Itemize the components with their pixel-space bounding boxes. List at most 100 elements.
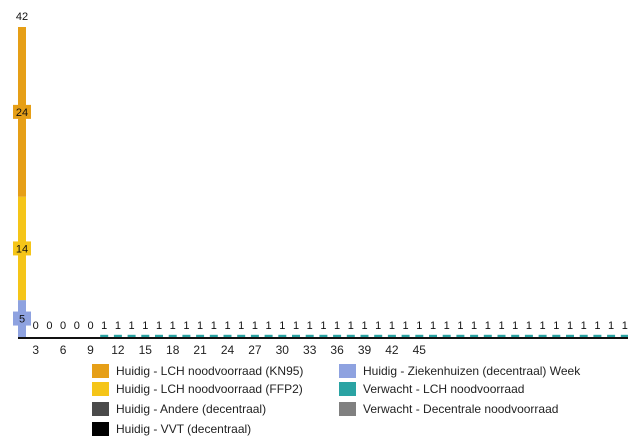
bar-segment [607,334,616,337]
bar-segment [333,334,342,337]
bar-segment [415,334,424,337]
total-label: 1 [540,320,546,332]
total-label: 1 [403,320,409,332]
total-label: 1 [471,320,477,332]
x-tick-label: 42 [385,343,399,357]
bar-segment [456,334,465,337]
bar-segment [168,334,177,337]
x-tick-label: 3 [32,343,39,357]
bar-segment [593,334,602,337]
total-label: 1 [279,320,285,332]
total-label: 1 [293,320,299,332]
x-tick-label: 24 [221,343,235,357]
segment-label: 14 [16,243,28,255]
x-tick-label: 36 [330,343,344,357]
segment-label-bg [13,104,31,119]
bar-segment [538,334,547,337]
bar-segment [579,334,588,337]
total-label: 1 [170,320,176,332]
total-label: 1 [594,320,600,332]
x-tick-label: 12 [111,343,125,357]
total-label: 1 [389,320,395,332]
x-tick-label: 15 [139,343,153,357]
bar-segment [264,334,273,337]
bar-segment [237,334,246,337]
total-label: 1 [115,320,121,332]
total-label: 1 [430,320,436,332]
total-label: 1 [416,320,422,332]
total-label: 1 [183,320,189,332]
x-tick-label: 18 [166,343,180,357]
total-label: 1 [512,320,518,332]
total-label: 1 [307,320,313,332]
total-label: 1 [567,320,573,332]
bar-segment [196,334,205,337]
segment-label-bg [13,241,31,256]
bar-segment [442,334,451,337]
bar-segment [141,334,150,337]
bar-segment [566,334,574,337]
total-label: 1 [197,320,203,332]
bar-segment [278,334,287,337]
total-label: 1 [211,320,217,332]
total-label: 1 [375,320,381,332]
bar-segment [360,334,369,337]
total-label: 0 [33,320,39,332]
total-label: 0 [60,320,66,332]
bar-segment [483,334,492,337]
total-label: 1 [334,320,340,332]
total-label: 1 [608,320,614,332]
bar-segment [552,334,561,337]
total-label: 1 [581,320,587,332]
x-tick-label: 30 [276,343,290,357]
total-label: 1 [526,320,532,332]
x-tick-label: 6 [60,343,67,357]
bar-segment [292,334,300,337]
total-label: 1 [361,320,367,332]
bar-segment [305,334,314,337]
total-label: 1 [266,320,272,332]
total-label: 1 [622,320,628,332]
segment-label: 5 [19,314,25,326]
total-label: 0 [87,320,93,332]
segment-label-bg [13,311,31,326]
total-label: 0 [74,320,80,332]
bar-segment [319,334,328,337]
bar-segment [387,334,396,337]
bar-segment [620,334,628,337]
x-tick-label: 33 [303,343,317,357]
bar-segment [429,334,437,337]
total-label: 1 [485,320,491,332]
total-label: 1 [498,320,504,332]
x-tick-label: 39 [358,343,372,357]
x-tick-label: 21 [193,343,207,357]
total-label: 0 [46,320,52,332]
bar-segment [250,334,259,337]
bar-segment [374,334,383,337]
bar-segment [223,334,232,337]
total-label: 1 [553,320,559,332]
bar-segment [524,334,533,337]
total-label: 1 [444,320,450,332]
total-label: 1 [457,320,463,332]
total-label: 1 [238,320,244,332]
segment-label: 24 [16,107,28,119]
bar-segment [182,334,191,337]
bar-segment [100,334,109,337]
x-tick-label: 9 [87,343,94,357]
total-label: 1 [156,320,162,332]
total-label: 1 [320,320,326,332]
total-label: 1 [348,320,354,332]
bar-segment [401,334,410,337]
total-label: 1 [224,320,230,332]
bar-segment [209,334,218,337]
total-label: 1 [252,320,258,332]
bar-segment [511,334,520,337]
bar-segment [470,334,479,337]
bar-segment [113,334,122,337]
bar-segment [497,334,506,337]
x-tick-label: 27 [248,343,262,357]
bar-segment [127,334,136,337]
